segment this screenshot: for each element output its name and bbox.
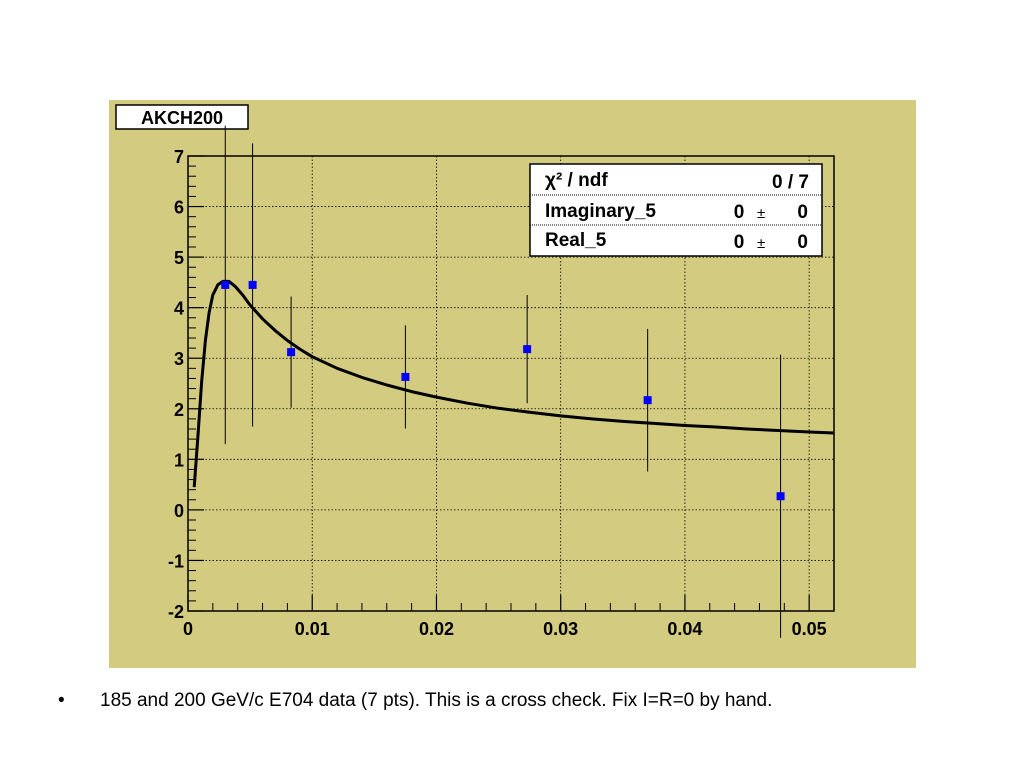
y-tick-label: -2 <box>168 602 184 622</box>
stats-real-label: Real_5 <box>545 230 607 251</box>
x-tick-label: 0.04 <box>667 619 702 639</box>
plot-canvas: AKCH200 -2 -1 0 1 2 3 4 5 6 7 0 0.01 0.02 0.03 0.04 0.0… <box>109 100 916 668</box>
stats-imaginary-value: 0 <box>734 202 745 223</box>
y-tick-label: 4 <box>174 299 184 319</box>
bullet-glyph: • <box>58 690 65 711</box>
stats-box: χ² / ndf 0 / 7 Imaginary_5 0 ± 0 Real_5 … <box>529 163 823 257</box>
fit-curve-layer <box>192 279 835 488</box>
y-tick-label: 5 <box>174 248 184 268</box>
data-point <box>643 396 652 405</box>
y-tick-label: 3 <box>174 349 184 369</box>
stats-box-frame <box>529 163 823 257</box>
axis-layer: -2 -1 0 1 2 3 4 5 6 7 0 0.01 0.02 0.03 0.04 0.05 <box>168 147 835 639</box>
data-point <box>248 280 257 289</box>
histogram-title-box: AKCH200 <box>115 104 249 130</box>
chart-svg: AKCH200 -2 -1 0 1 2 3 4 5 6 7 0 0.01 0.02 0.03 0.04 0.0… <box>109 100 916 668</box>
x-tick-label: 0.02 <box>419 619 454 639</box>
title-box-frame <box>115 104 249 130</box>
stats-real-error: 0 <box>797 232 808 253</box>
fit-curve <box>192 279 835 488</box>
x-tick-label: 0 <box>183 619 193 639</box>
y-tick-label: 7 <box>174 147 184 167</box>
x-tick-label: 0.03 <box>543 619 578 639</box>
data-point <box>776 492 785 501</box>
data-point <box>287 348 296 357</box>
data-point <box>523 345 532 354</box>
histogram-title: AKCH200 <box>141 108 223 128</box>
y-tick-label: 6 <box>174 198 184 218</box>
stats-chi2-label: χ² / ndf <box>545 170 608 191</box>
data-point <box>221 280 230 289</box>
stats-imaginary-error: 0 <box>797 202 808 223</box>
stats-imaginary-label: Imaginary_5 <box>545 201 656 222</box>
caption-text: 185 and 200 GeV/c E704 data (7 pts). Thi… <box>100 690 773 711</box>
y-tick-label: 1 <box>174 450 184 470</box>
stats-imaginary-pm: ± <box>757 205 765 222</box>
stats-real-pm: ± <box>757 235 765 252</box>
slide-caption: • 185 and 200 GeV/c E704 data (7 pts). Th… <box>58 690 772 712</box>
stats-chi2-value: 0 / 7 <box>772 172 809 193</box>
y-tick-label: -1 <box>168 551 184 571</box>
x-tick-label: 0.05 <box>792 619 827 639</box>
marker-layer <box>221 280 785 501</box>
y-tick-label: 0 <box>174 501 184 521</box>
data-point <box>401 372 410 381</box>
y-tick-label: 2 <box>174 400 184 420</box>
stats-real-value: 0 <box>734 232 745 253</box>
x-tick-label: 0.01 <box>295 619 330 639</box>
